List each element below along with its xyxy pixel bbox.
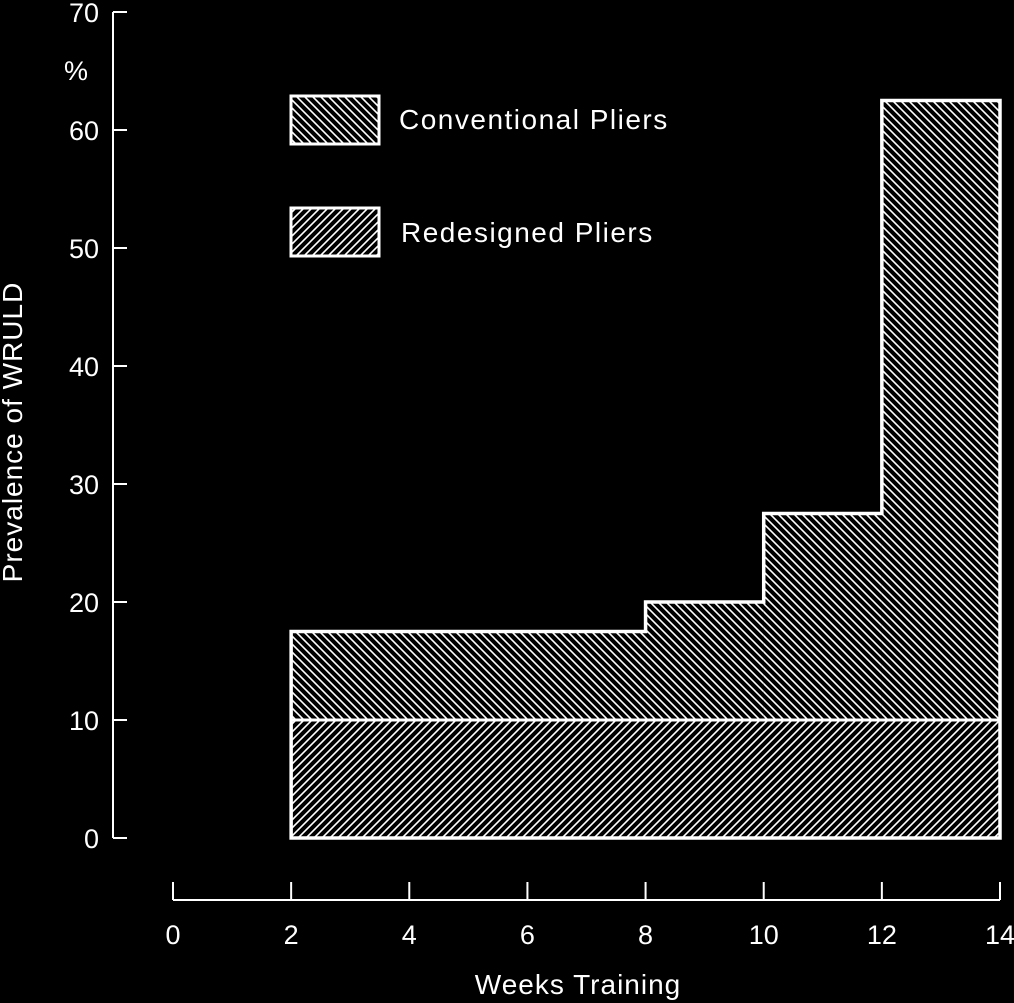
y-tick-label: 70	[69, 0, 99, 28]
plot-area	[289, 98, 1002, 840]
legend-swatch-redesigned-pliers	[289, 206, 381, 258]
x-tick-label: 8	[638, 920, 653, 950]
x-tick-label: 6	[520, 920, 535, 950]
y-axis-title: Prevalence of WRULD	[0, 282, 28, 583]
legend-swatch-conventional-pliers	[289, 94, 381, 146]
legend-item-redesigned-pliers: Redesigned Pliers	[289, 206, 654, 258]
x-tick-label: 10	[749, 920, 779, 950]
y-tick-label: 60	[69, 116, 99, 146]
bar-conventional-pliers	[881, 100, 1000, 838]
legend-item-conventional-pliers: Conventional Pliers	[289, 94, 669, 146]
y-tick-label: 50	[69, 234, 99, 264]
x-axis: 0 2 4 6 8 10 12 14	[165, 882, 1014, 950]
y-tick-label: 20	[69, 588, 99, 618]
y-axis: 0 10 20 30 40 50 60 70	[69, 0, 127, 854]
outline-conventional-pliers	[289, 98, 1002, 840]
y-tick-label: 30	[69, 470, 99, 500]
x-tick-label: 14	[985, 920, 1014, 950]
y-tick-label: 40	[69, 352, 99, 382]
legend-label-conventional-pliers: Conventional Pliers	[399, 104, 669, 135]
legend-label-redesigned-pliers: Redesigned Pliers	[401, 217, 654, 248]
y-unit-label: %	[64, 56, 88, 86]
x-tick-label: 12	[867, 920, 897, 950]
x-tick-label: 0	[165, 920, 180, 950]
bar-redesigned-pliers	[291, 720, 1001, 838]
y-tick-label: 10	[69, 706, 99, 736]
legend: Conventional Pliers Redesigned Pliers	[289, 94, 669, 258]
x-tick-label: 4	[402, 920, 417, 950]
x-tick-label: 2	[284, 920, 299, 950]
x-axis-title: Weeks Training	[475, 969, 681, 1000]
y-tick-label: 0	[84, 824, 99, 854]
